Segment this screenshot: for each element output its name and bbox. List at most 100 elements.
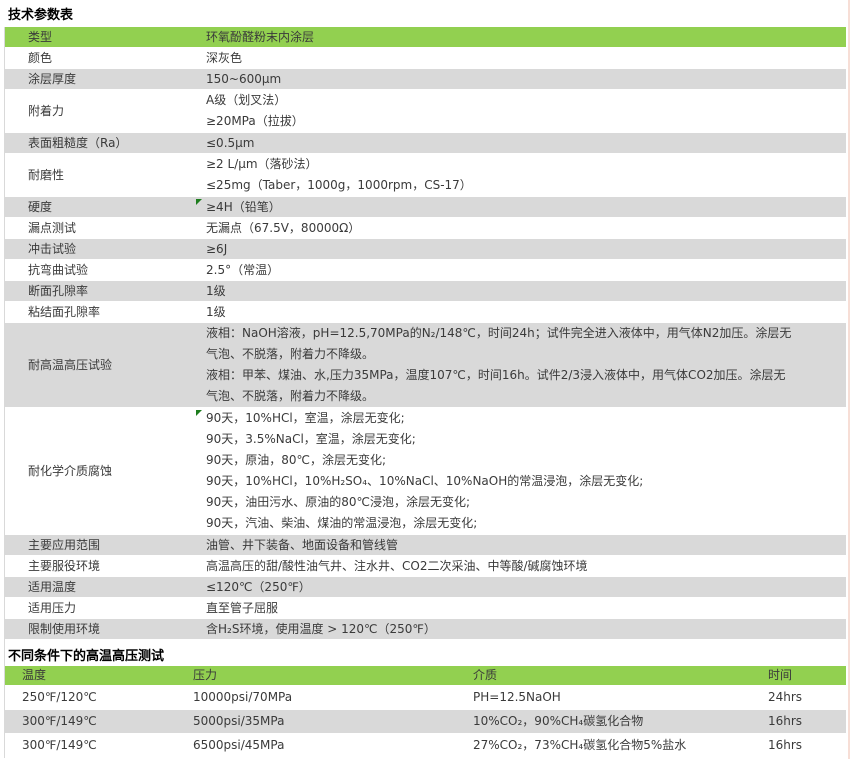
- param-value-line: 直至管子屈服: [206, 601, 279, 615]
- param-value: 90天，10%HCl，室温，涂层无变化; 90天，3.5%NaCl，室温，涂层无变…: [203, 408, 846, 534]
- param-value-line: 1级: [206, 305, 226, 319]
- table-cell: 24hrs: [768, 690, 803, 704]
- param-value-line: 90天，油田污水、原油的80℃浸泡，涂层无变化;: [206, 495, 471, 509]
- param-label: 适用温度: [28, 580, 77, 594]
- param-label: 主要服役环境: [28, 559, 101, 573]
- param-label: 抗弯曲试验: [28, 263, 89, 277]
- hpht-test-table: 温度 压力 介质 时间 250℉/120℃ 10000psi/70MPa PH=12.5Na…: [5, 666, 848, 758]
- param-value-line: 90天，汽油、柴油、煤油的常温浸泡，涂层无变化;: [206, 516, 478, 530]
- column-header: 介质: [473, 668, 498, 682]
- comment-flag-icon: [196, 199, 202, 205]
- table-row: 断面孔隙率 1级: [5, 281, 846, 302]
- param-label: 耐高温高压试验: [28, 358, 113, 372]
- table-row: 冲击试验 ≥6J: [5, 239, 846, 260]
- param-value-line: 油管、井下装备、地面设备和管线管: [206, 538, 399, 552]
- param-value: ≥4H（铅笔）: [203, 197, 846, 217]
- table-row: 抗弯曲试验 2.5°（常温）: [5, 260, 846, 281]
- param-value-line: 90天，原油，80℃，涂层无变化;: [206, 453, 387, 467]
- param-label: 主要应用范围: [28, 538, 101, 552]
- column-header: 压力: [193, 668, 218, 682]
- param-value: 2.5°（常温）: [203, 260, 846, 280]
- param-value-line: 高温高压的甜/酸性油气井、注水井、CO2二次采油、中等酸/碱腐蚀环境: [206, 559, 588, 573]
- param-value: 环氧酚醛粉末内涂层: [203, 27, 846, 47]
- param-value-line: 液相：NaOH溶液，pH=12.5,70MPa的N₂/148℃，时间24h；试件…: [206, 326, 792, 340]
- table-cell: 5000psi/35MPa: [193, 714, 285, 728]
- param-value: 1级: [203, 302, 846, 322]
- param-value-line: 气泡、不脱落，附着力不降级。: [206, 347, 375, 361]
- param-label: 粘结面孔隙率: [28, 305, 101, 319]
- table-row: 耐磨性 ≥2 L/μm（落砂法） ≤25mg（Taber，1000g，1000rpm…: [5, 154, 846, 197]
- param-label: 类型: [28, 30, 53, 44]
- table-row: 主要应用范围 油管、井下装备、地面设备和管线管: [5, 535, 846, 556]
- table-row: 类型 环氧酚醛粉末内涂层: [5, 27, 846, 48]
- param-value: ≤120℃（250℉）: [203, 577, 846, 597]
- table-row: 表面粗糙度（Ra） ≤0.5μm: [5, 133, 846, 154]
- column-header: 时间: [768, 668, 793, 682]
- param-value: 1级: [203, 281, 846, 301]
- table-cell: 300℉/149℃: [22, 714, 97, 728]
- table-row: 适用温度 ≤120℃（250℉）: [5, 577, 846, 598]
- technical-parameters-table: 类型 环氧酚醛粉末内涂层 颜色 深灰色 涂层厚度 150~600μm 附着力 A级（划叉法） ≥…: [5, 27, 848, 640]
- param-value-line: ≤25mg（Taber，1000g，1000rpm，CS-17）: [206, 178, 472, 192]
- param-label: 限制使用环境: [28, 622, 101, 636]
- param-value-line: ≥4H（铅笔）: [206, 200, 281, 214]
- param-value-line: A级（划叉法）: [206, 93, 287, 107]
- table-row: 300℉/149℃ 5000psi/35MPa 10%CO₂，90%CH₄碳氢化合物…: [5, 710, 846, 734]
- param-label: 表面粗糙度（Ra）: [28, 136, 128, 150]
- table-row: 漏点测试 无漏点（67.5V，80000Ω）: [5, 218, 846, 239]
- comment-flag-icon: [196, 410, 202, 416]
- param-value-line: ≥2 L/μm（落砂法）: [206, 157, 318, 171]
- param-value-line: 90天，10%HCl，室温，涂层无变化;: [206, 411, 405, 425]
- param-value: 深灰色: [203, 48, 846, 68]
- page-right-edge: [848, 0, 850, 759]
- param-value: 高温高压的甜/酸性油气井、注水井、CO2二次采油、中等酸/碱腐蚀环境: [203, 556, 846, 576]
- table-row: 颜色 深灰色: [5, 48, 846, 69]
- param-value-line: ≤120℃（250℉）: [206, 580, 311, 594]
- table-cell: 10%CO₂，90%CH₄碳氢化合物: [473, 714, 644, 728]
- param-value-line: ≤0.5μm: [206, 136, 255, 150]
- table-row: 300℉/149℃ 6500psi/45MPa 27%CO₂，73%CH₄碳氢化合物…: [5, 734, 846, 758]
- table-cell: 300℉/149℃: [22, 738, 97, 752]
- table-row: 适用压力 直至管子屈服: [5, 598, 846, 619]
- table-cell: 16hrs: [768, 738, 803, 752]
- param-value-line: 环氧酚醛粉末内涂层: [206, 30, 315, 44]
- param-value-line: 150~600μm: [206, 72, 282, 86]
- param-value: A级（划叉法） ≥20MPa（拉拔）: [203, 90, 846, 132]
- param-label: 附着力: [28, 104, 65, 118]
- table-row: 粘结面孔隙率 1级: [5, 302, 846, 323]
- table-cell: 250℉/120℃: [22, 690, 97, 704]
- table-row: 耐高温高压试验 液相：NaOH溶液，pH=12.5,70MPa的N₂/148℃，时…: [5, 323, 846, 408]
- column-header: 温度: [22, 668, 47, 682]
- table-row: 耐化学介质腐蚀 90天，10%HCl，室温，涂层无变化; 90天，3.5%NaCl，…: [5, 408, 846, 535]
- param-label: 涂层厚度: [28, 72, 77, 86]
- table-cell: 27%CO₂，73%CH₄碳氢化合物5%盐水: [473, 738, 687, 752]
- param-label: 耐化学介质腐蚀: [28, 464, 113, 478]
- param-value: 油管、井下装备、地面设备和管线管: [203, 535, 846, 555]
- param-label: 耐磨性: [28, 168, 65, 182]
- param-label: 硬度: [28, 200, 53, 214]
- param-label: 颜色: [28, 51, 53, 65]
- param-label: 适用压力: [28, 601, 77, 615]
- param-value-line: 气泡、不脱落，附着力不降级。: [206, 389, 375, 403]
- table-cell: 10000psi/70MPa: [193, 690, 293, 704]
- table-row: 主要服役环境 高温高压的甜/酸性油气井、注水井、CO2二次采油、中等酸/碱腐蚀环境: [5, 556, 846, 577]
- table-row: 限制使用环境 含H₂S环境，使用温度 > 120℃（250℉）: [5, 619, 846, 640]
- param-value: 150~600μm: [203, 69, 846, 89]
- table-row: 涂层厚度 150~600μm: [5, 69, 846, 90]
- param-value-line: ≥6J: [206, 242, 228, 256]
- table1-title: 技术参数表: [8, 8, 74, 23]
- param-value-line: 90天，3.5%NaCl，室温，涂层无变化;: [206, 432, 416, 446]
- table-cell: PH=12.5NaOH: [473, 690, 561, 704]
- param-value-line: 液相：甲苯、煤油、水,压力35MPa，温度107℃，时间16h。试件2/3浸入液…: [206, 368, 786, 382]
- table-cell: 6500psi/45MPa: [193, 738, 285, 752]
- table2-title: 不同条件下的高温高压测试: [8, 649, 165, 664]
- param-value-line: 深灰色: [206, 51, 243, 65]
- table-cell: 16hrs: [768, 714, 803, 728]
- param-value-line: 无漏点（67.5V，80000Ω）: [206, 221, 361, 235]
- param-value: 含H₂S环境，使用温度 > 120℃（250℉）: [203, 619, 846, 639]
- param-label: 断面孔隙率: [28, 284, 89, 298]
- param-value-line: 90天，10%HCl，10%H₂SO₄、10%NaCl、10%NaOH的常温浸泡…: [206, 474, 644, 488]
- tables-wrapper: 类型 环氧酚醛粉末内涂层 颜色 深灰色 涂层厚度 150~600μm 附着力 A级（划叉法） ≥…: [4, 27, 848, 758]
- param-value: ≤0.5μm: [203, 133, 846, 153]
